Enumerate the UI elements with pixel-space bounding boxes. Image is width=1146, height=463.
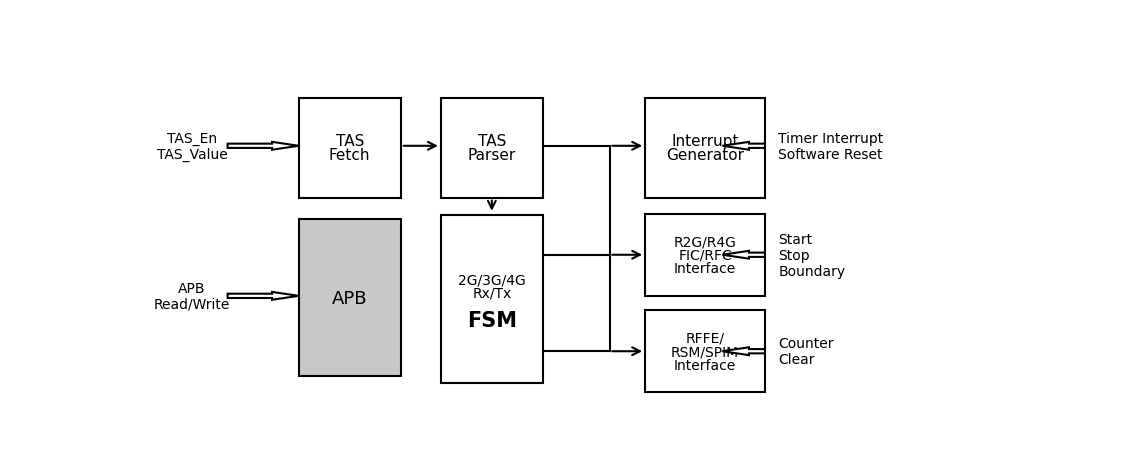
FancyArrow shape	[228, 292, 299, 300]
Text: R2G/R4G: R2G/R4G	[674, 235, 737, 249]
Text: APB
Read/Write: APB Read/Write	[154, 281, 230, 311]
Text: TAS: TAS	[336, 134, 364, 149]
Bar	[441, 216, 543, 383]
Bar	[645, 98, 766, 198]
Text: Generator: Generator	[666, 148, 744, 163]
Text: TAS: TAS	[478, 134, 507, 149]
Text: RSM/SPIM: RSM/SPIM	[670, 344, 739, 358]
Text: APB: APB	[332, 289, 368, 307]
Bar	[645, 214, 766, 296]
Text: FIC/RFC: FIC/RFC	[678, 248, 732, 262]
Text: 2G/3G/4G: 2G/3G/4G	[458, 272, 526, 287]
Bar	[645, 311, 766, 393]
Text: Counter
Clear: Counter Clear	[778, 337, 834, 367]
Text: Start
Stop
Boundary: Start Stop Boundary	[778, 232, 846, 278]
Text: RFFE/: RFFE/	[685, 331, 724, 345]
Text: Parser: Parser	[468, 148, 516, 163]
Bar	[299, 98, 401, 198]
Text: Fetch: Fetch	[329, 148, 370, 163]
FancyArrow shape	[722, 251, 766, 259]
Text: TAS_En
TAS_Value: TAS_En TAS_Value	[157, 131, 227, 162]
Text: Interface: Interface	[674, 262, 736, 276]
Bar	[299, 219, 401, 376]
FancyArrow shape	[228, 143, 299, 150]
Text: FSM: FSM	[466, 310, 517, 330]
FancyArrow shape	[722, 348, 766, 356]
Text: Rx/Tx: Rx/Tx	[472, 286, 511, 300]
Text: Interrupt: Interrupt	[672, 134, 739, 149]
Text: Timer Interrupt
Software Reset: Timer Interrupt Software Reset	[778, 131, 884, 162]
FancyArrow shape	[722, 143, 766, 150]
Text: Interface: Interface	[674, 358, 736, 372]
Bar	[441, 98, 543, 198]
